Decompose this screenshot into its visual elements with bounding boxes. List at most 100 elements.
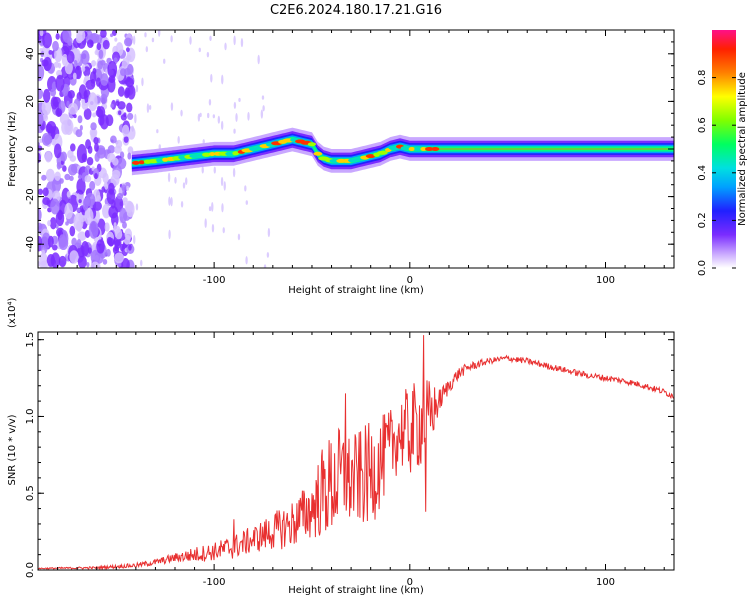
noise-blob xyxy=(113,222,117,228)
noise-blob xyxy=(108,75,116,83)
speckle xyxy=(247,111,250,121)
noise-blob xyxy=(55,33,60,40)
speckle xyxy=(132,35,136,45)
noise-blob xyxy=(76,192,84,206)
ridge-hotspot xyxy=(202,152,211,157)
ridge-hotspot xyxy=(225,151,235,156)
heatmap-marks xyxy=(38,30,674,268)
speckle xyxy=(158,144,161,150)
noise-blob xyxy=(43,56,52,72)
noise-blob xyxy=(81,240,89,257)
noise-blob xyxy=(115,139,123,149)
noise-blob xyxy=(72,72,77,80)
noise-blob xyxy=(38,208,42,222)
ridge-hotspot xyxy=(414,147,422,151)
spectrogram-y-ticks: -40 -20 0 20 40 xyxy=(25,29,674,269)
noise-blob xyxy=(122,197,128,203)
noise-blob xyxy=(112,245,120,255)
ridge-hotspot xyxy=(232,151,239,156)
ridge-hotspot xyxy=(138,160,145,165)
speckle xyxy=(140,259,143,267)
noise-blob xyxy=(92,201,102,211)
noise-blob xyxy=(116,157,127,170)
noise-blob xyxy=(119,207,128,224)
speckle xyxy=(222,227,225,234)
y-tick-label: 0.5 xyxy=(25,485,36,501)
noise-blob xyxy=(124,200,134,213)
speckle xyxy=(208,206,212,212)
x-tick-label: 100 xyxy=(596,577,615,588)
noise-blob xyxy=(41,99,52,116)
spectrogram-panel: -100 0 100 -40 -20 0 20 40 Height of straight … xyxy=(7,29,748,296)
speckle xyxy=(182,182,186,189)
noise-blob xyxy=(53,143,62,159)
x-tick-label: 0 xyxy=(407,275,413,286)
speckle xyxy=(163,58,166,64)
speckle xyxy=(157,30,161,37)
speckle xyxy=(245,256,248,265)
speckle xyxy=(146,103,150,114)
y-tick-label: -20 xyxy=(25,188,36,204)
noise-blob xyxy=(117,86,125,97)
noise-blob xyxy=(38,63,45,82)
noise-blob xyxy=(46,120,57,134)
speckle xyxy=(211,223,215,233)
noise-blob xyxy=(106,233,111,238)
noise-blob xyxy=(116,192,124,200)
noise-blob xyxy=(96,239,105,254)
speckle xyxy=(197,113,201,122)
speckle xyxy=(240,38,244,48)
noise-blob xyxy=(38,88,44,100)
speckle xyxy=(208,98,212,106)
snr-x-label: Height of straight line (km) xyxy=(288,585,424,596)
speckle xyxy=(206,51,210,58)
noise-blob xyxy=(127,152,132,160)
ridge-hotspot xyxy=(307,142,317,147)
noise-blob xyxy=(78,199,82,204)
noise-blob xyxy=(100,73,109,86)
noise-blob xyxy=(40,260,48,268)
ridge-hotspot xyxy=(148,159,159,164)
noise-blob xyxy=(39,30,44,37)
noise-blob xyxy=(123,112,127,118)
speckle xyxy=(185,177,188,186)
noise-blob xyxy=(58,236,69,251)
speckle xyxy=(134,113,137,124)
noise-blob xyxy=(56,161,62,170)
noise-blob xyxy=(102,203,111,219)
noise-blob xyxy=(80,50,90,65)
noise-blob xyxy=(102,39,110,50)
spectrogram-y-label: Frequency (Hz) xyxy=(7,111,18,187)
noise-blob xyxy=(127,146,134,155)
noise-blob xyxy=(118,187,123,195)
colorbar-gradient xyxy=(712,30,736,268)
noise-blob xyxy=(67,164,78,176)
figure-title: C2E6.2024.180.17.21.G16 xyxy=(270,3,442,18)
speckle xyxy=(167,172,171,183)
speckle xyxy=(221,74,224,85)
speckle xyxy=(141,77,144,87)
speckle xyxy=(133,234,136,245)
noise-blob xyxy=(42,187,49,197)
speckle xyxy=(220,120,224,131)
noise-blob xyxy=(77,115,83,124)
noise-blob xyxy=(108,182,115,195)
noise-blob xyxy=(89,180,96,191)
noise-blob xyxy=(114,37,118,42)
noise-blob xyxy=(85,192,96,207)
noise-blob xyxy=(47,235,54,248)
speckle xyxy=(210,73,213,83)
noise-blob xyxy=(87,145,93,154)
speckle xyxy=(174,176,177,184)
noise-blob xyxy=(80,66,86,72)
noise-blob xyxy=(52,40,59,52)
speckle xyxy=(131,125,134,132)
speckle xyxy=(223,181,226,191)
noise-blob xyxy=(53,61,60,68)
noise-blob xyxy=(45,168,55,182)
noise-blob xyxy=(84,209,90,219)
noise-blob xyxy=(69,250,79,264)
noise-blob xyxy=(73,212,84,231)
noise-blob xyxy=(94,152,100,162)
noise-blob xyxy=(90,261,100,268)
